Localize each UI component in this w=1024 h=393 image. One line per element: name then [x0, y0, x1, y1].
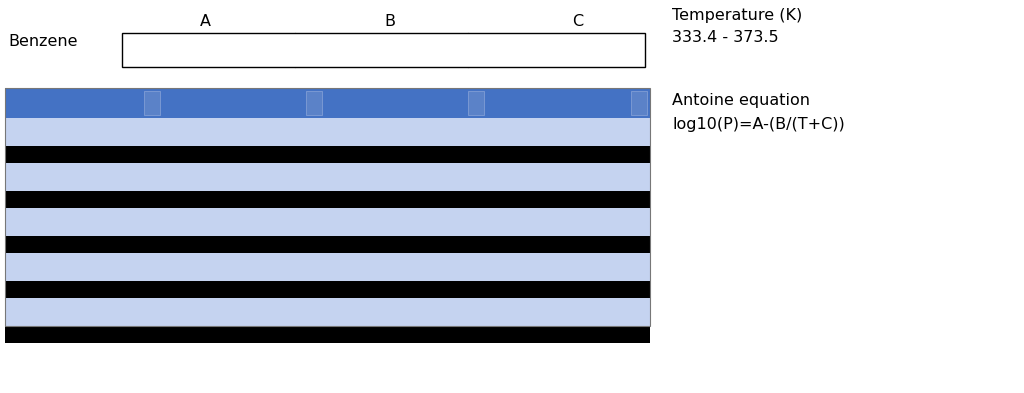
Text: 363.4: 363.4: [112, 259, 157, 274]
Text: ▼: ▼: [148, 99, 156, 108]
Text: 80.25: 80.25: [435, 215, 481, 230]
Text: P[bar]: P[bar]: [204, 95, 260, 110]
Text: 333.4 - 373.5: 333.4 - 373.5: [672, 30, 778, 45]
Text: log10(P)=A-(B/(T+C)): log10(P)=A-(B/(T+C)): [672, 117, 845, 132]
Text: P[kPa]: P[kPa]: [527, 95, 586, 110]
Text: 100.25: 100.25: [425, 305, 481, 320]
Text: 1.017: 1.017: [273, 215, 319, 230]
Text: 333.4: 333.4: [112, 125, 157, 140]
Text: 1.824: 1.824: [273, 305, 319, 320]
Text: 182.4: 182.4: [598, 305, 644, 320]
Text: ▼: ▼: [473, 99, 479, 108]
Text: Antoine equation: Antoine equation: [672, 93, 810, 108]
Text: Benzene: Benzene: [8, 35, 78, 50]
Text: 0.528: 0.528: [273, 125, 319, 140]
Text: 4.72583: 4.72583: [223, 42, 289, 57]
Text: A: A: [200, 14, 211, 29]
Text: 137.3: 137.3: [598, 259, 644, 274]
Text: C: C: [572, 14, 584, 29]
Text: 52.8: 52.8: [608, 125, 644, 140]
Text: ▼: ▼: [636, 99, 642, 108]
Text: 1660.652: 1660.652: [386, 42, 462, 57]
Text: B: B: [384, 14, 395, 29]
Text: T[K]: T[K]: [53, 95, 91, 110]
Text: T[°C]: T[°C]: [372, 95, 417, 110]
Text: -1.461: -1.461: [588, 42, 639, 57]
Text: Temperature (K): Temperature (K): [672, 8, 802, 23]
Text: 0.740: 0.740: [273, 169, 319, 184]
Text: 60.25: 60.25: [435, 125, 481, 140]
Text: 343.4: 343.4: [112, 169, 157, 184]
Text: 70.25: 70.25: [435, 169, 481, 184]
Text: 373.4: 373.4: [112, 305, 157, 320]
Text: 1.373: 1.373: [273, 259, 319, 274]
Text: ▼: ▼: [310, 99, 317, 108]
Text: 101.7: 101.7: [598, 215, 644, 230]
Text: 353.4: 353.4: [112, 215, 157, 230]
Text: 90.25: 90.25: [435, 259, 481, 274]
Text: 74.0: 74.0: [608, 169, 644, 184]
